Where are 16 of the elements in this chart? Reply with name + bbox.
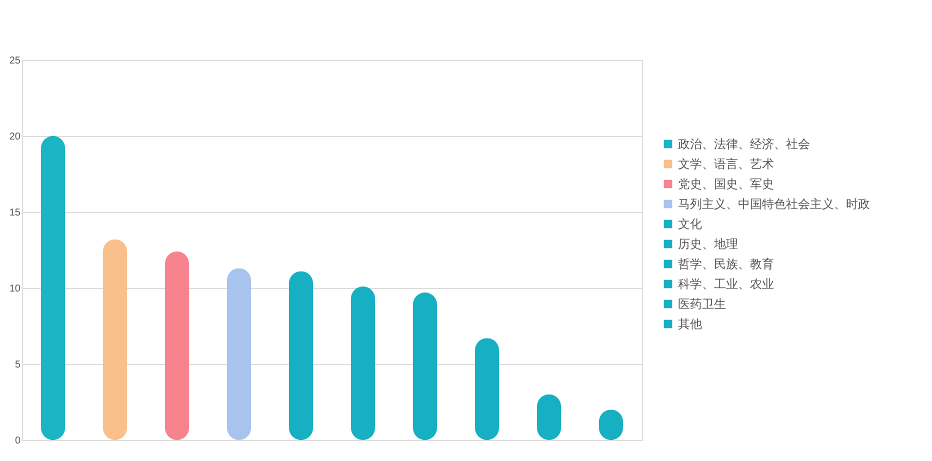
- y-tick-label: 5: [14, 360, 21, 370]
- y-tick-label: 0: [14, 436, 21, 446]
- legend-label: 党史、国史、军史: [678, 177, 774, 191]
- y-tick-label: 25: [9, 56, 21, 66]
- legend-label: 文化: [678, 217, 702, 231]
- y-tick-label: 10: [9, 284, 21, 294]
- legend-label: 哲学、民族、教育: [678, 257, 774, 271]
- y-tick-label: 20: [9, 132, 21, 142]
- legend-label: 医药卫生: [678, 297, 726, 311]
- legend-label: 其他: [678, 317, 702, 331]
- y-tick-label: 15: [9, 208, 21, 218]
- legend-label: 科学、工业、农业: [678, 277, 774, 291]
- legend-label: 政治、法律、经济、社会: [678, 137, 810, 151]
- legend-label: 文学、语言、艺术: [678, 157, 774, 171]
- legend-label: 历史、地理: [678, 237, 738, 251]
- legend-label: 马列主义、中国特色社会主义、时政: [678, 197, 870, 211]
